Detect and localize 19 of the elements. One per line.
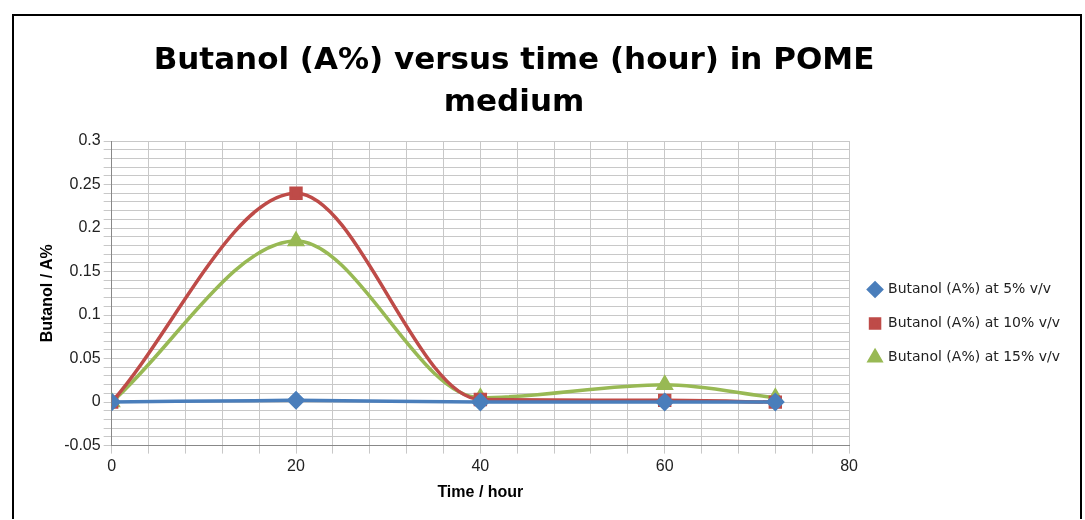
chart-title: Butanol (A%) versus time (hour) in POME medium — [152, 39, 876, 120]
y-tick-label: 0.1 — [78, 305, 101, 323]
y-tick-label: 0.25 — [69, 174, 101, 192]
x-axis-title: Time / hour — [437, 482, 524, 500]
legend-label: Butanol (A%) at 5% v/v — [888, 280, 1052, 297]
y-tick-label: 0.2 — [78, 218, 101, 236]
y-tick-label: 0.3 — [78, 131, 101, 149]
y-axis-title: Butanol / A% — [38, 244, 56, 343]
legend-label: Butanol (A%) at 15% v/v — [888, 348, 1060, 365]
x-tick-label: 20 — [287, 456, 306, 474]
y-tick-label: 0.15 — [69, 261, 101, 279]
x-tick-label: 80 — [840, 456, 859, 474]
y-tick-label: 0.05 — [69, 348, 101, 366]
y-tick-label: 0 — [91, 392, 101, 410]
y-tick-label: -0.05 — [64, 436, 101, 454]
x-tick-label: 40 — [471, 456, 490, 474]
legend-label: Butanol (A%) at 10% v/v — [888, 314, 1060, 331]
x-tick-label: 0 — [107, 456, 117, 474]
x-tick-label: 60 — [655, 456, 674, 474]
